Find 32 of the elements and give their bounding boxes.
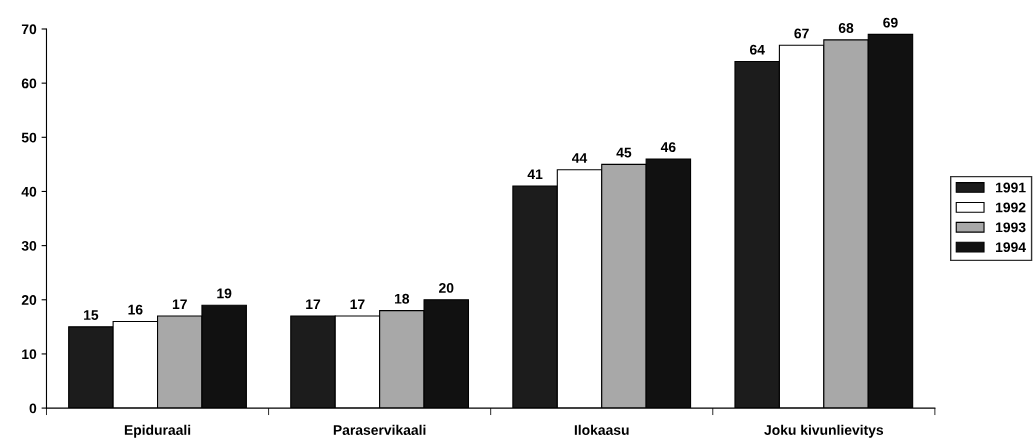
data-label: 19 — [217, 288, 232, 299]
legend-label: 1994 — [996, 242, 1026, 253]
y-tick-label: 60 — [21, 78, 37, 89]
y-tick-label: 10 — [22, 349, 37, 360]
data-label: 44 — [572, 153, 588, 163]
x-tick-label: Ilokaasu — [574, 424, 629, 435]
data-label: 45 — [616, 147, 632, 158]
data-label: 68 — [838, 23, 854, 33]
data-label: 41 — [527, 169, 543, 179]
y-tick-label: 50 — [21, 132, 37, 143]
y-tick-label: 30 — [21, 240, 37, 251]
data-label: 67 — [794, 28, 809, 39]
data-label: 16 — [128, 304, 143, 315]
data-label: 20 — [439, 283, 454, 293]
data-label: 17 — [306, 299, 321, 309]
data-label: 17 — [172, 299, 187, 309]
data-label: 18 — [394, 293, 410, 304]
legend-label: 1992 — [996, 202, 1026, 213]
data-label: 15 — [84, 310, 99, 320]
data-label: 17 — [350, 299, 365, 309]
data-label: 46 — [660, 142, 676, 153]
data-label: 69 — [883, 17, 898, 28]
y-tick-label: 20 — [21, 295, 37, 305]
x-tick-label: Paraservikaali — [333, 424, 426, 435]
legend-label: 1991 — [996, 182, 1026, 193]
x-tick-label: Joku kivunlievitys — [764, 424, 884, 438]
data-label: 64 — [749, 44, 765, 55]
y-tick-label: 70 — [21, 24, 37, 35]
y-tick-label: 40 — [21, 186, 37, 197]
y-tick-label: 0 — [29, 403, 37, 414]
legend-label: 1993 — [996, 222, 1026, 233]
x-tick-label: Epiduraali — [124, 424, 191, 438]
